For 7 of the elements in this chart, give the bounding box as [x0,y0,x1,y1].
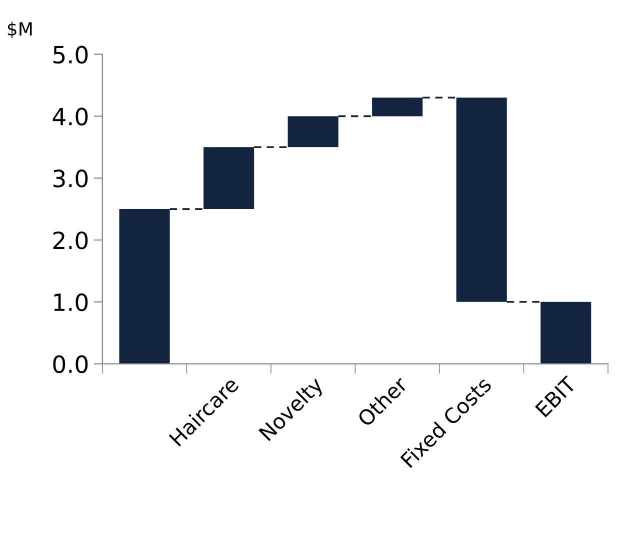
y-tick-label: 0.0 [53,355,88,374]
y-tick-label: 4.0 [52,108,88,126]
y-axis-title: $M [8,22,32,38]
y-tick-label: 5.0 [53,46,88,64]
y-tick-label: 3.0 [53,170,88,188]
y-tick-label: 2.0 [53,231,88,250]
y-tick-label: 1.0 [54,293,88,312]
